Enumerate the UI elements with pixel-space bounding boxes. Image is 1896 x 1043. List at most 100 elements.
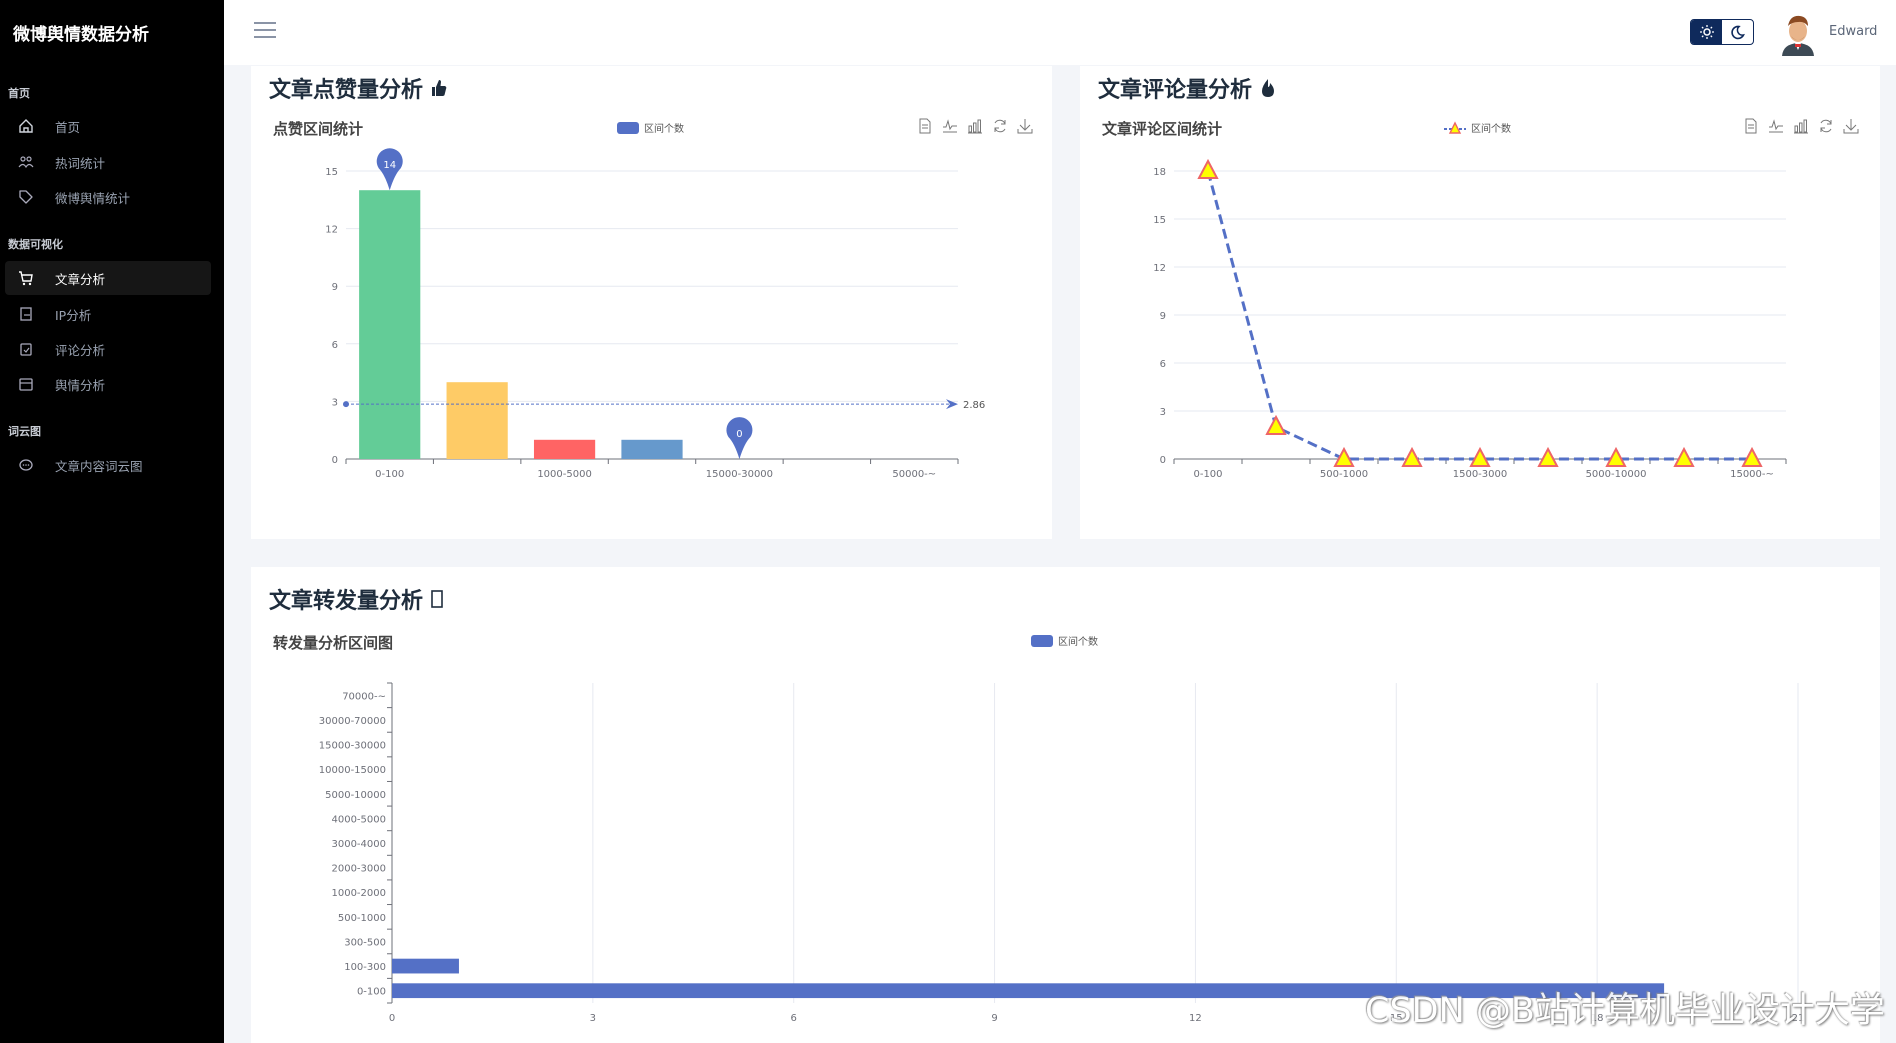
sidebar-item-label: 评论分析 [55, 342, 106, 358]
mark-point-pin [726, 417, 753, 459]
legend-swatch [617, 121, 639, 134]
data-point-triangle [1401, 446, 1423, 467]
y-tick-label: 15 [325, 167, 338, 178]
bar [446, 382, 508, 459]
x-tick-label: 1500-3000 [1453, 469, 1508, 480]
line-chart-icon[interactable] [1768, 118, 1784, 138]
toolbox [917, 118, 1033, 138]
data-point-triangle [1265, 414, 1287, 435]
card-title-text: 文章转发量分析 [269, 589, 424, 614]
x-tick-label: 21 [1792, 1013, 1805, 1024]
card-title-text: 文章评论量分析 [1098, 78, 1253, 103]
light-mode-button[interactable] [1691, 20, 1722, 44]
watermark: CSDN @B站计算机毕业设计大学 [1365, 991, 1885, 1031]
bar [392, 983, 1665, 999]
y-tick-label: 3 [1160, 407, 1166, 418]
moon-icon [1731, 25, 1745, 39]
y-tick-label: 12 [325, 225, 338, 236]
sidebar-item[interactable]: 文章内容词云图 [5, 448, 211, 482]
sidebar-item[interactable]: 舆情分析 [5, 367, 211, 401]
download-icon[interactable] [1017, 118, 1033, 138]
y-tick-label: 18 [1153, 167, 1166, 178]
card-title-text: 文章点赞量分析 [269, 78, 424, 103]
y-tick-label: 15 [1153, 215, 1166, 226]
tag-icon [17, 189, 35, 205]
mark-point-pin-label: 0 [736, 429, 742, 440]
sidebar-item-label: 热词统计 [55, 155, 106, 171]
y-tick-label: 300-500 [344, 937, 386, 948]
bar-chart-icon[interactable] [1793, 118, 1809, 138]
data-view-icon[interactable] [917, 118, 933, 138]
legend-triangle-icon [1444, 120, 1466, 134]
y-tick-label: 9 [1160, 311, 1166, 322]
data-point-triangle [1333, 446, 1355, 467]
toolbox [1743, 118, 1859, 138]
mark-point-pin-label: 14 [383, 160, 396, 171]
sidebar-item[interactable]: 微博舆情统计 [5, 180, 211, 214]
y-tick-label: 500-1000 [338, 913, 386, 924]
x-tick-label: 12 [1189, 1013, 1202, 1024]
sidebar-item-label: 首页 [55, 119, 81, 135]
sidebar-item-label: 微博舆情统计 [55, 190, 131, 206]
avatar[interactable] [1778, 12, 1818, 56]
data-point-triangle [1197, 158, 1219, 179]
menu-toggle-button[interactable] [254, 22, 276, 40]
data-view-icon[interactable] [1743, 118, 1759, 138]
reposts-horizontal-bar-chart: 0 3 6 9 12 15 18 21 0-100 100-300 300-500 500-1000 1… [319, 682, 1805, 1024]
comments-legend[interactable]: 区间个数 [1444, 120, 1511, 135]
x-tick-label: 18 [1591, 1013, 1604, 1024]
restore-icon[interactable] [1818, 118, 1834, 138]
user-name[interactable]: Edward [1829, 24, 1878, 39]
app-title: 微博舆情数据分析 [13, 25, 149, 45]
users-icon [17, 154, 35, 170]
sidebar-item[interactable]: 评论分析 [5, 332, 211, 366]
reposts-chart-title: 转发量分析区间图 [273, 634, 394, 652]
reposts-card-title: 文章转发量分析 [269, 583, 443, 615]
dark-mode-button[interactable] [1722, 20, 1753, 44]
y-tick-label: 100-300 [344, 962, 386, 973]
bar-chart-icon[interactable] [967, 118, 983, 138]
comments-card-title: 文章评论量分析 [1098, 72, 1276, 104]
sidebar-section-title: 词云图 [8, 425, 41, 438]
comments-line-chart: 0 3 6 9 12 15 18 0-100 500-1000 1500-3000 5000-100… [1153, 158, 1787, 480]
x-tick-label: 0-100 [1193, 469, 1222, 480]
y-tick-label: 4000-5000 [331, 814, 386, 825]
clipboard-icon [17, 306, 35, 322]
y-tick-label: 6 [1160, 359, 1166, 370]
restore-icon[interactable] [992, 118, 1008, 138]
likes-legend[interactable]: 区间个数 [617, 120, 684, 135]
reposts-card: 文章转发量分析 转发量分析区间图 区间个数 0 3 6 9 12 15 18 21 0-100 1… [251, 567, 1880, 1043]
thumbs-up-icon [432, 80, 447, 96]
likes-bar-chart: 0 3 6 9 12 15 0-100 1000-5000 15000-30000 50000-~… [325, 148, 985, 480]
comments-card: 文章评论量分析 文章评论区间统计 区间个数 0 3 6 9 12 15 18 0-100 500… [1080, 66, 1880, 539]
sidebar-item[interactable]: 首页 [5, 109, 211, 143]
sidebar-item[interactable]: 文章分析 [5, 261, 211, 295]
legend-swatch [1031, 634, 1053, 647]
sidebar-item[interactable]: 热词统计 [5, 145, 211, 179]
y-tick-label: 9 [332, 282, 338, 293]
legend-label: 区间个数 [644, 124, 684, 135]
theme-switch[interactable] [1690, 19, 1754, 45]
x-tick-label: 3 [590, 1013, 596, 1024]
calendar-icon [17, 376, 35, 392]
x-tick-label: 1000-5000 [537, 469, 592, 480]
likes-card: 文章点赞量分析 点赞区间统计 区间个数 0 3 6 9 12 15 0-100 1000-50… [251, 66, 1052, 539]
bar [621, 439, 683, 459]
legend-label: 区间个数 [1471, 124, 1511, 135]
top-header: Edward [224, 0, 1896, 65]
y-tick-label: 1000-2000 [331, 888, 386, 899]
likes-chart-title: 点赞区间统计 [273, 120, 364, 138]
sidebar-item[interactable]: IP分析 [5, 297, 211, 331]
reposts-legend[interactable]: 区间个数 [1031, 633, 1098, 648]
x-tick-label: 15000-~ [1730, 469, 1774, 480]
y-tick-label: 3000-4000 [331, 839, 386, 850]
y-tick-label: 2000-3000 [331, 864, 386, 875]
line-chart-icon[interactable] [942, 118, 958, 138]
bar [533, 439, 596, 459]
data-point-triangle [1605, 446, 1627, 467]
x-tick-label: 0-100 [375, 469, 404, 480]
download-icon[interactable] [1843, 118, 1859, 138]
x-tick-label: 500-1000 [1320, 469, 1368, 480]
x-tick-label: 15000-30000 [706, 469, 773, 480]
data-point-triangle [1673, 446, 1695, 467]
